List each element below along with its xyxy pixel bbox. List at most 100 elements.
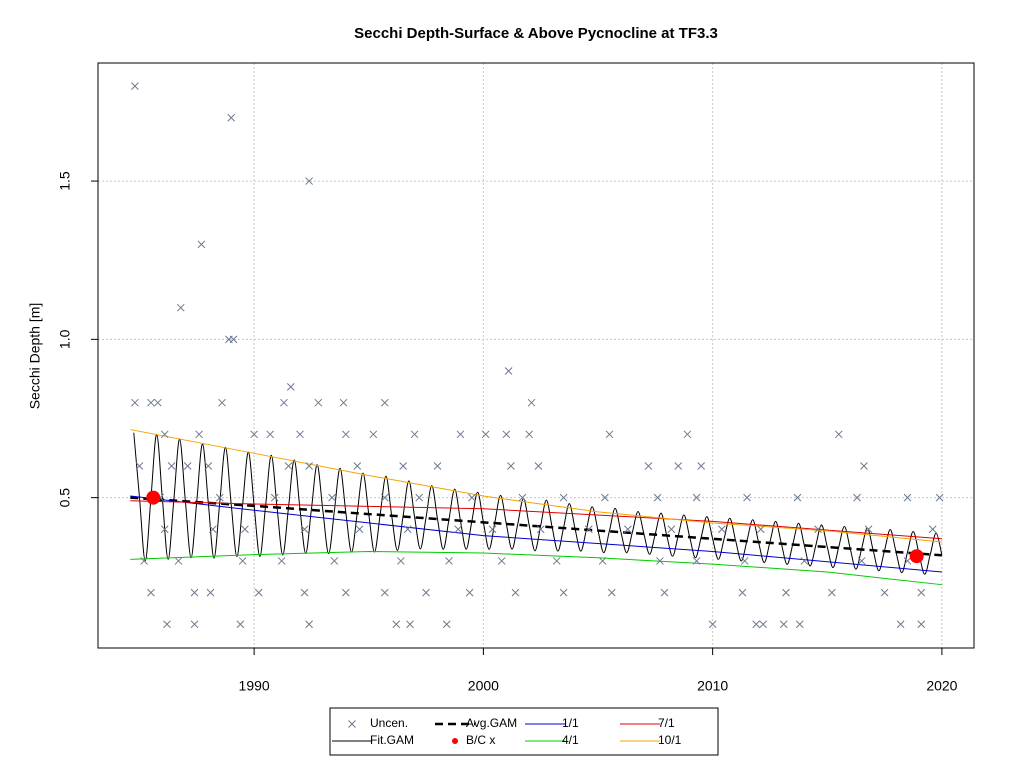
- data-point: [296, 430, 304, 439]
- data-point: [206, 588, 215, 597]
- data-point: [481, 430, 490, 439]
- data-point: [183, 462, 192, 470]
- data-point: [488, 525, 497, 534]
- legend-box: [329, 707, 719, 756]
- data-point: [559, 493, 568, 502]
- data-point: [195, 430, 203, 439]
- legend-symbol: [348, 720, 356, 728]
- data-point: [525, 430, 534, 439]
- data-point: [369, 430, 378, 439]
- plot-area: [130, 82, 944, 629]
- data-point: [903, 557, 912, 565]
- data-point: [147, 398, 155, 407]
- data-point: [355, 525, 364, 534]
- x-tick-label: 2000: [468, 678, 499, 694]
- data-point: [903, 493, 912, 502]
- data-point: [468, 493, 476, 502]
- data-point: [814, 525, 822, 534]
- data-point: [527, 398, 536, 407]
- data-point: [497, 557, 506, 565]
- data-point: [559, 588, 568, 597]
- data-point: [456, 430, 465, 439]
- data-point: [857, 557, 866, 565]
- data-point: [341, 430, 350, 439]
- data-point: [917, 588, 926, 597]
- data-point: [793, 493, 802, 502]
- data-point: [683, 430, 692, 439]
- data-point: [229, 335, 238, 344]
- data-point: [759, 620, 767, 629]
- data-point: [740, 557, 749, 565]
- series-line: [130, 495, 942, 573]
- data-point: [880, 588, 889, 597]
- data-point: [266, 430, 275, 439]
- series-line: [130, 550, 942, 586]
- legend-symbol: [452, 738, 458, 744]
- data-point: [536, 525, 545, 534]
- data-point: [860, 462, 868, 470]
- data-point: [176, 303, 185, 312]
- series-line: [130, 429, 942, 543]
- data-point: [131, 82, 139, 90]
- data-point: [584, 525, 593, 534]
- data-point: [552, 557, 561, 565]
- plot-frame: [97, 62, 975, 649]
- legend-label: Fit.GAM: [370, 733, 414, 747]
- data-point: [422, 588, 430, 597]
- data-point: [270, 493, 279, 502]
- data-point: [623, 525, 632, 534]
- data-point: [197, 240, 206, 249]
- data-point: [935, 493, 944, 502]
- data-point: [853, 493, 861, 502]
- data-point: [442, 620, 451, 629]
- data-point: [917, 620, 926, 629]
- legend-label: 7/1: [658, 716, 675, 730]
- legend-label: Uncen.: [370, 716, 408, 730]
- data-point: [605, 430, 614, 439]
- data-point: [660, 588, 669, 597]
- data-point: [667, 525, 676, 534]
- data-point: [598, 557, 607, 565]
- data-point: [795, 620, 804, 629]
- data-point: [607, 588, 616, 597]
- legend: Uncen. Fit.GAM Avg.GAM B/C x 1/1 4/1 7/1 10/1: [329, 707, 719, 756]
- data-point: [433, 462, 442, 470]
- data-point: [341, 588, 350, 597]
- data-point: [330, 557, 339, 565]
- data-point: [147, 588, 155, 597]
- data-point: [305, 177, 314, 185]
- data-point: [738, 588, 747, 597]
- data-point: [280, 398, 288, 407]
- data-point: [135, 462, 144, 470]
- data-point: [465, 588, 474, 597]
- data-point: [692, 557, 701, 565]
- data-point: [190, 620, 199, 629]
- data-point: [674, 462, 683, 470]
- legend-label: Avg.GAM: [466, 716, 517, 730]
- y-tick-label: 1.0: [57, 329, 73, 349]
- data-point: [380, 398, 389, 407]
- y-tick-label: 1.5: [57, 171, 73, 191]
- data-point: [697, 462, 706, 470]
- data-point: [518, 493, 527, 502]
- data-point: [314, 398, 323, 407]
- data-point: [227, 113, 236, 122]
- x-tick-label: 2010: [697, 678, 728, 694]
- data-point: [305, 462, 314, 470]
- data-point: [339, 398, 348, 407]
- data-point: [190, 588, 199, 597]
- data-point: [380, 588, 389, 597]
- x-tick-label: 2020: [926, 678, 957, 694]
- data-point: [756, 525, 765, 534]
- bc-point: [909, 549, 924, 564]
- data-point: [502, 430, 511, 439]
- data-point: [218, 398, 226, 407]
- data-point: [534, 462, 543, 470]
- data-point: [160, 525, 169, 534]
- data-point: [928, 525, 937, 534]
- data-point: [743, 493, 751, 502]
- axes: 1990 2000 2010 2020 0.5 1.0 1.5: [57, 171, 958, 694]
- data-point: [511, 588, 520, 597]
